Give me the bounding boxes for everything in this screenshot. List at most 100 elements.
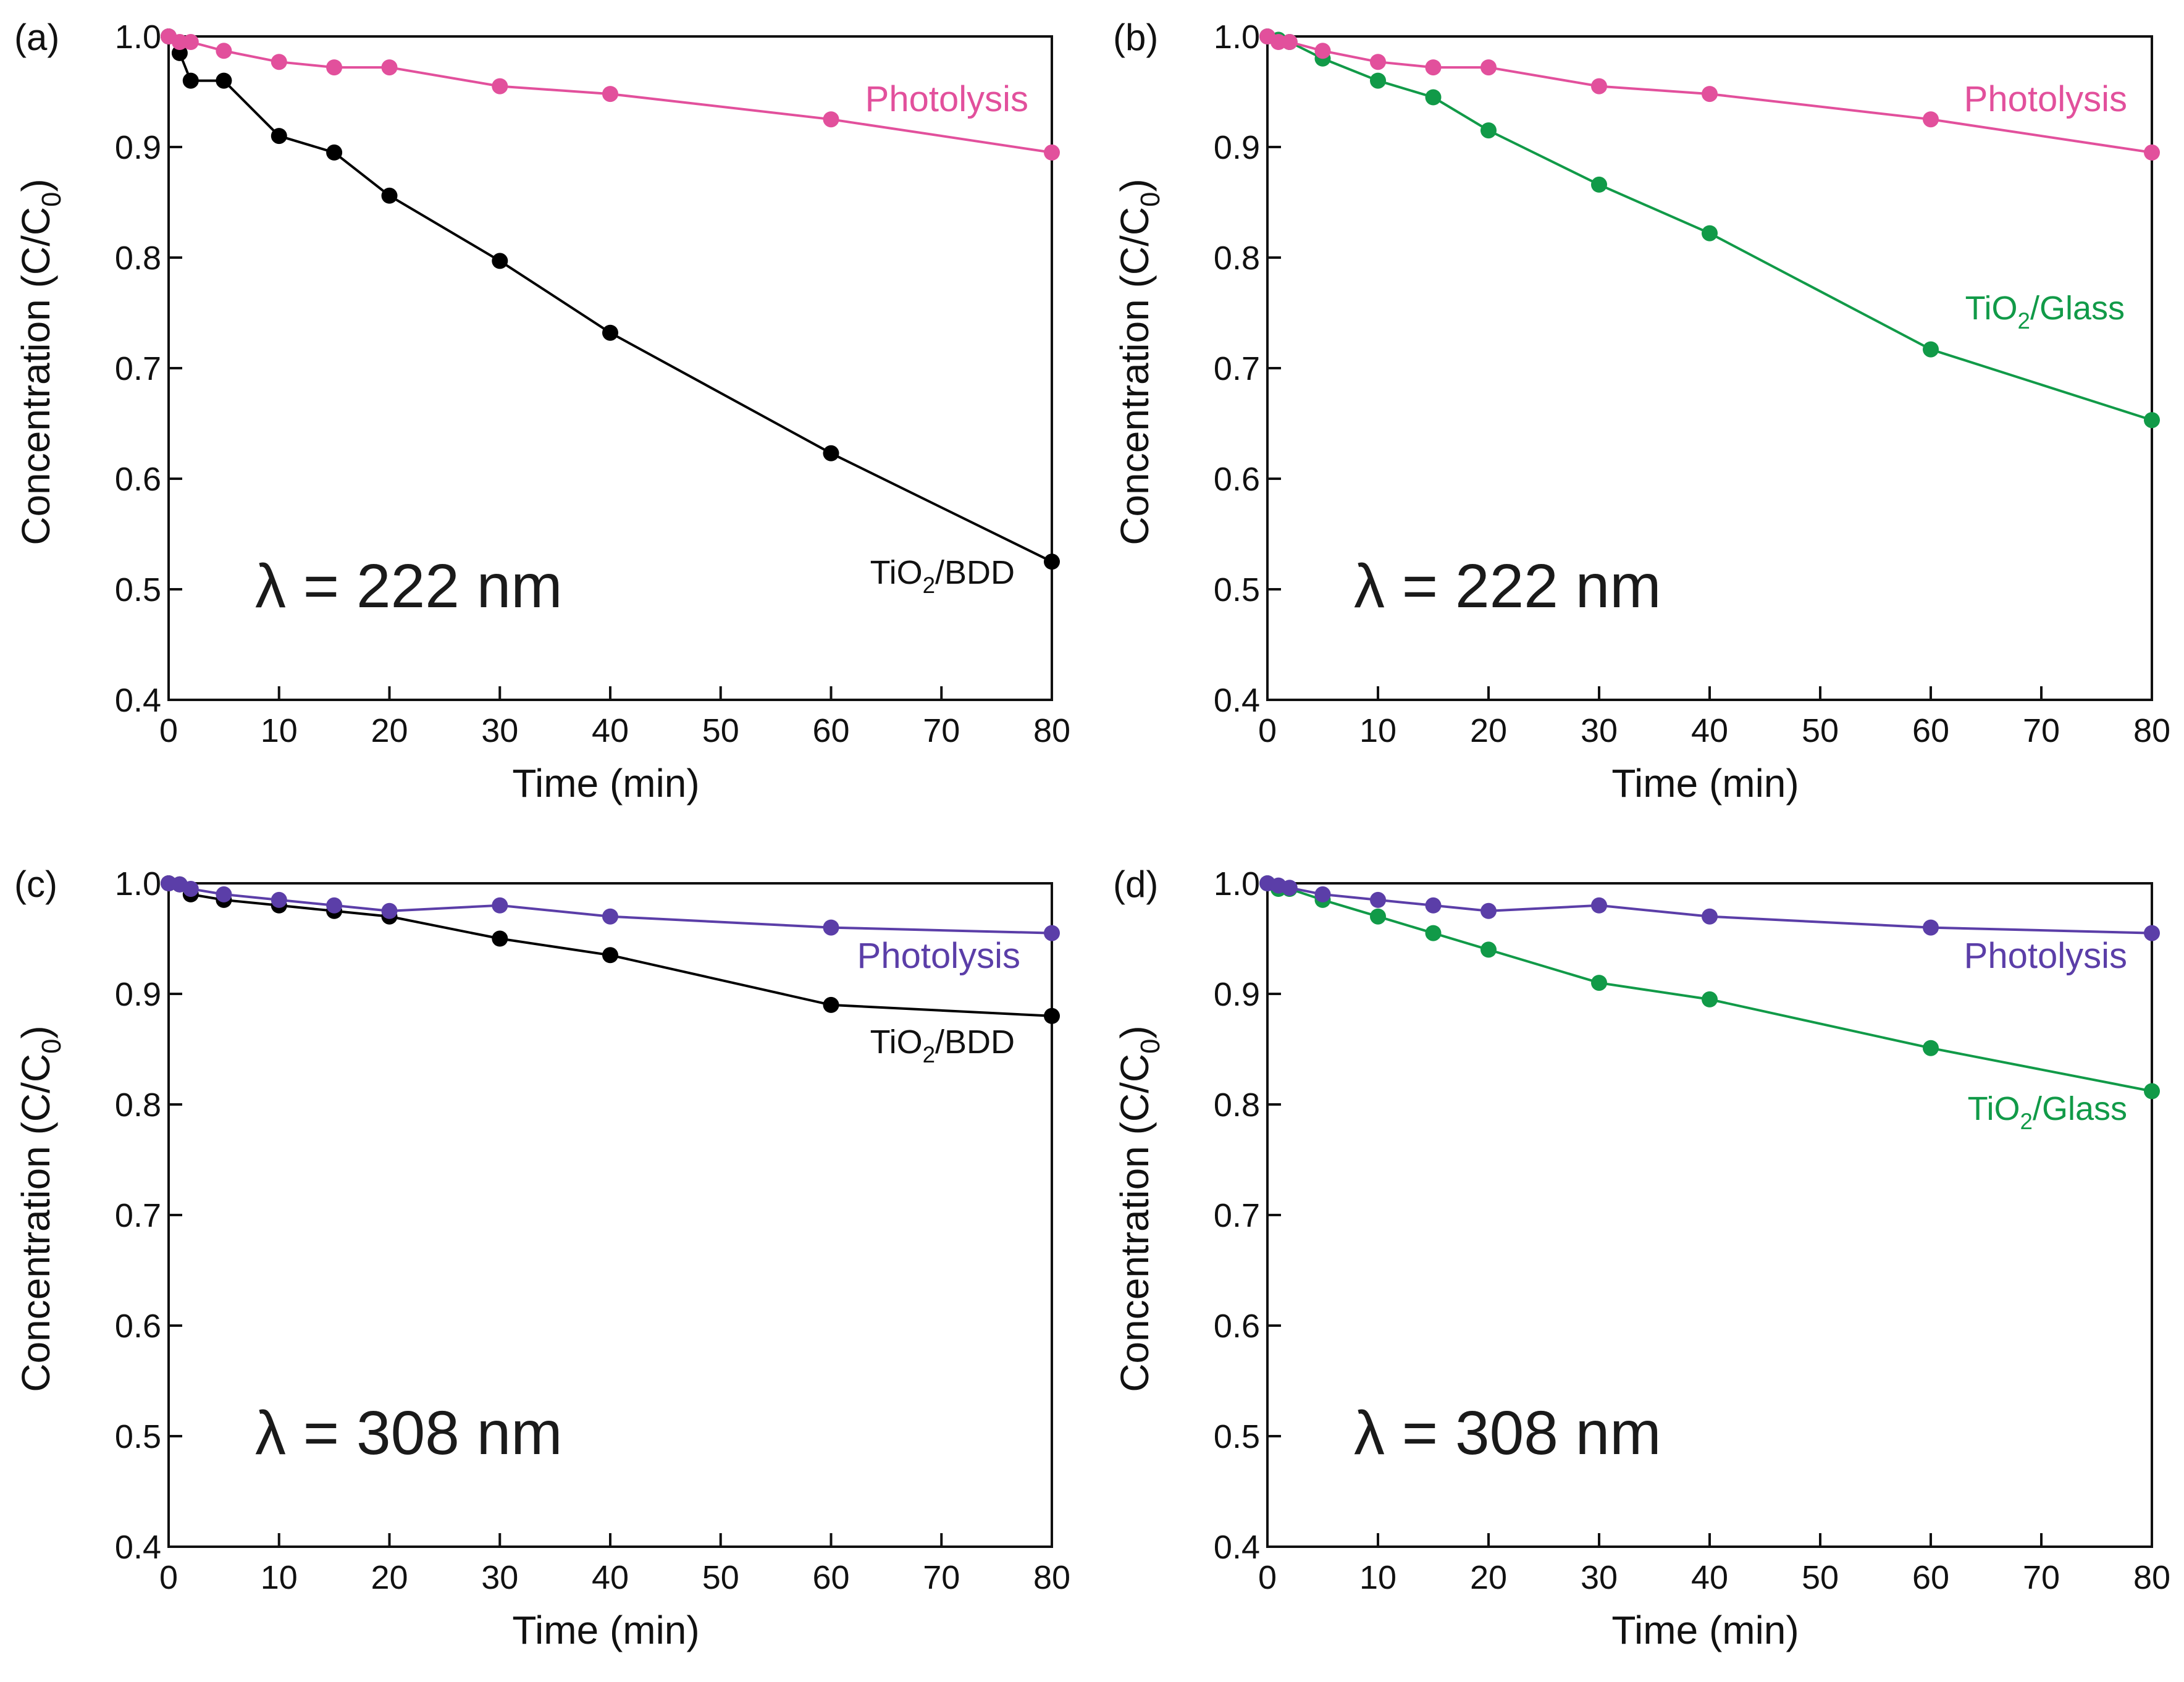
series-label-end: /Glass [2033,1090,2127,1127]
x-tick-label: 70 [923,1559,960,1596]
series-label-main: Photolysis [865,79,1028,119]
data-point [823,996,839,1013]
data-point [1281,34,1298,50]
y-tick-label: 0.5 [115,571,161,608]
y-tick-label: 0.4 [115,682,161,719]
data-point [1591,975,1607,991]
y-tick-label: 0.8 [115,1087,161,1124]
data-point [602,86,618,103]
series-label-main: TiO [1965,290,2018,327]
series-label-main: TiO [1968,1090,2020,1127]
wavelength-label: λ = 308 nm [1354,1398,1661,1468]
series-label: TiO2/BDD [870,554,1015,598]
data-point [823,919,839,936]
x-tick-label: 60 [812,1559,849,1596]
data-point [823,445,839,461]
x-axis-label: Time (min) [1611,761,1799,805]
x-axis-label: Time (min) [512,1608,699,1652]
x-tick-label: 0 [1258,1559,1277,1596]
chart-panel-2: 0 10 20 30 40 50 60 70 800.40.50.60.70.80.91.0Ti… [1112,17,2170,805]
series-label: Photolysis [857,936,1020,976]
data-point [1044,144,1060,161]
series-label-main: Photolysis [1964,79,2127,119]
panel-label: (a) [14,17,59,58]
y-axis-label-main: Concentration (C/C [14,1054,58,1392]
y-axis-label-main: Concentration (C/C [1112,1054,1157,1392]
data-point [182,72,199,89]
series-label-main: TiO [870,1024,923,1061]
series-label-main: Photolysis [1964,936,2127,976]
series-label-main: TiO [870,554,923,591]
data-point [1702,991,1718,1007]
series-label-sub: 2 [2020,1109,2033,1134]
data-point [602,324,618,341]
panel-label: (c) [14,864,57,905]
data-point [1425,89,1442,106]
y-axis-label-sub: 0 [37,192,67,207]
y-axis-label-main: Concentration (C/C [14,207,58,545]
series-label-end: /Glass [2030,290,2125,327]
y-tick-label: 0.6 [1214,461,1260,498]
series-label-sub: 2 [2018,308,2030,334]
y-tick-label: 0.7 [115,1197,161,1234]
x-axis-label: Time (min) [1611,1608,1799,1652]
y-tick-label: 0.9 [1214,129,1260,166]
x-tick-label: 80 [1033,1559,1070,1596]
x-tick-label: 70 [2023,712,2060,749]
data-point [1425,897,1442,914]
data-point [182,881,199,897]
x-tick-label: 50 [1802,712,1839,749]
y-axis-label: Concentration (C/C0) [14,1025,67,1392]
data-point [1480,122,1497,139]
y-axis-label: Concentration (C/C0) [1112,179,1166,545]
data-point [1923,111,1939,128]
y-tick-label: 0.5 [115,1418,161,1455]
y-axis-label: Concentration (C/C0) [1112,1025,1166,1392]
x-tick-label: 40 [1691,712,1728,749]
y-tick-label: 0.7 [1214,1197,1260,1234]
data-point [1702,225,1718,242]
series-photolysis [1259,28,2160,161]
x-tick-label: 0 [159,712,178,749]
y-tick-label: 0.5 [1214,571,1260,608]
data-point [1702,86,1718,103]
x-tick-label: 20 [371,1559,408,1596]
x-tick-label: 80 [2133,1559,2170,1596]
data-point [2144,412,2160,429]
y-tick-label: 0.8 [1214,1087,1260,1124]
x-tick-label: 70 [923,712,960,749]
data-point [823,111,839,128]
data-point [1923,1040,1939,1056]
x-tick-label: 40 [1691,1559,1728,1596]
data-point [1314,886,1331,902]
y-axis-label-main: Concentration (C/C [1112,207,1157,545]
data-point [381,59,398,76]
data-point [326,897,343,914]
chart-panel-4: 0 10 20 30 40 50 60 70 800.40.50.60.70.80.91.0Ti… [1112,864,2170,1652]
x-tick-label: 60 [1912,1559,1949,1596]
y-tick-label: 0.5 [1214,1418,1260,1455]
y-axis-label-end: ) [14,1025,58,1038]
data-point [1370,72,1386,89]
data-point [1370,908,1386,925]
panel-label: (d) [1113,864,1158,905]
series-tio2-bdd [161,28,1060,570]
series-label: TiO2/Glass [1968,1090,2127,1134]
x-tick-label: 60 [1912,712,1949,749]
data-point [216,886,232,902]
wavelength-label: λ = 222 nm [1354,552,1661,621]
data-point [492,930,508,947]
y-tick-label: 0.4 [1214,682,1260,719]
data-point [381,187,398,204]
data-point [1480,941,1497,958]
chart-panel-3: 0 10 20 30 40 50 60 70 800.40.50.60.70.80.91.0Ti… [14,864,1070,1652]
data-point [2144,144,2160,161]
data-point [326,59,343,76]
data-point [1923,341,1939,358]
x-tick-label: 30 [1581,712,1618,749]
data-point [271,891,287,908]
x-tick-label: 40 [592,712,629,749]
y-tick-label: 0.6 [1214,1308,1260,1345]
wavelength-label: λ = 308 nm [255,1398,563,1468]
